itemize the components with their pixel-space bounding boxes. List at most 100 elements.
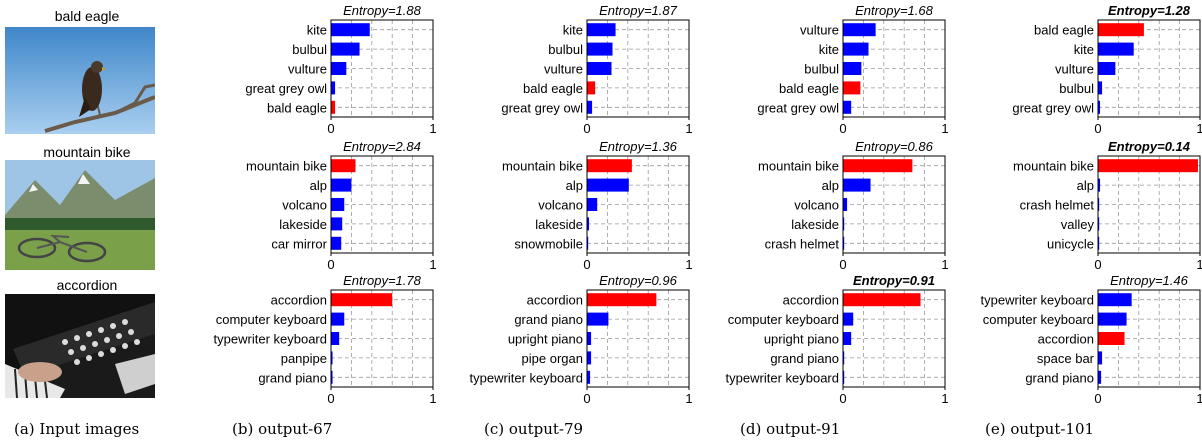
chart-2-3-xtick-label: 0	[839, 257, 846, 272]
chart-1-3-bar	[843, 42, 869, 56]
input-label-accordion: accordion	[56, 277, 118, 293]
chart-2-1-bar	[331, 198, 345, 211]
chart-2-3-xtick-label: 1	[941, 257, 948, 272]
chart-3-2-title: Entropy=0.96	[599, 273, 677, 288]
chart-2-2-category-label: volcano	[538, 198, 583, 213]
chart-1-4-category-label: great grey owl	[1012, 100, 1094, 115]
chart-1-3-xtick-label: 0	[839, 121, 846, 136]
chart-1-1-title: Entropy=1.88	[343, 3, 421, 18]
caption-output-91: (d) output-91	[740, 420, 841, 438]
chart-1-2-bar	[587, 23, 616, 37]
chart-1-3-bar	[843, 81, 861, 95]
chart-3-4-xtick-label: 0	[1094, 391, 1101, 406]
chart-3-3-bar	[843, 351, 845, 365]
chart-1-2-category-label: bulbul	[548, 42, 583, 57]
chart-2-2-frame	[586, 155, 690, 254]
chart-3-2-category-label: typewriter keyboard	[470, 370, 583, 385]
chart-3-1-bar	[331, 312, 345, 326]
chart-3-3-bar	[843, 293, 921, 307]
chart-3-2-xtick-label: 0	[583, 391, 590, 406]
chart-2-2-category-label: alp	[566, 178, 583, 193]
chart-3-3-bar	[843, 312, 854, 326]
chart-1-2-category-label: kite	[563, 23, 583, 38]
chart-2-2-bar	[587, 236, 589, 250]
chart-3-3-category-label: typewriter keyboard	[726, 370, 839, 385]
chart-2-3-bar	[843, 217, 845, 231]
chart-3-4-category-label: grand piano	[1025, 370, 1094, 385]
chart-3-3-xtick-label: 0	[839, 391, 846, 406]
chart-3-2-bar	[587, 351, 592, 365]
chart-3-2-category-label: pipe organ	[522, 351, 583, 366]
chart-2-1-bar	[331, 217, 343, 231]
caption-output-79: (c) output-79	[484, 420, 584, 438]
chart-3-4-category-label: accordion	[1038, 332, 1094, 347]
chart-3-4-category-label: typewriter keyboard	[981, 293, 1094, 308]
chart-3-1-category-label: grand piano	[258, 370, 327, 385]
chart-3-4-bar	[1098, 332, 1125, 345]
chart-1-4-frame	[1097, 19, 1201, 118]
chart-2-4-category-label: crash helmet	[1020, 198, 1095, 213]
chart-2-2-category-label: lakeside	[535, 217, 583, 232]
chart-3-3-title: Entropy=0.91	[853, 273, 935, 288]
chart-1-1-frame	[330, 19, 434, 118]
chart-1-3-xtick-label: 1	[941, 121, 948, 136]
chart-3-1-category-label: typewriter keyboard	[214, 332, 327, 347]
chart-2-3-title: Entropy=0.86	[855, 139, 933, 154]
chart-2-2-bar	[587, 217, 590, 231]
chart-1-3-category-label: kite	[819, 42, 839, 57]
chart-1-4-bar	[1098, 23, 1144, 37]
chart-1-4-bar	[1098, 100, 1101, 114]
chart-2-3-category-label: volcano	[794, 198, 839, 213]
chart-3-2-frame	[586, 289, 690, 388]
chart-1-1-bar	[331, 81, 336, 95]
chart-3-1-category-label: accordion	[271, 293, 327, 308]
chart-3-2-xtick-label: 1	[685, 391, 692, 406]
chart-1-3-bar	[843, 23, 876, 37]
chart-2-4-bar	[1098, 198, 1100, 211]
chart-1-2-category-label: vulture	[544, 62, 583, 77]
caption-input-images: (a) Input images	[14, 420, 140, 438]
chart-1-4-category-label: bulbul	[1059, 81, 1094, 96]
chart-1-1-category-label: bulbul	[292, 42, 327, 57]
chart-3-1-category-label: computer keyboard	[216, 312, 327, 327]
chart-3-2-bar	[587, 370, 591, 384]
bald-eagle-image	[5, 27, 155, 134]
mountain-bike-image	[5, 160, 155, 270]
chart-1-1-xtick-label: 0	[327, 121, 334, 136]
chart-2-4-bar	[1098, 159, 1198, 173]
chart-3-2-bar	[587, 332, 592, 345]
chart-1-3-category-label: bulbul	[804, 62, 839, 77]
chart-1-4-xtick-label: 0	[1094, 121, 1101, 136]
chart-2-4-bar	[1098, 178, 1101, 192]
chart-2-4-bar	[1098, 217, 1100, 231]
chart-1-2-xtick-label: 1	[685, 121, 692, 136]
chart-2-1-frame	[330, 155, 434, 254]
chart-1-3-frame	[842, 19, 946, 118]
chart-1-2-bar	[587, 42, 613, 56]
chart-1-1-category-label: bald eagle	[267, 100, 327, 115]
chart-1-2-frame	[586, 19, 690, 118]
chart-2-1-bar	[331, 178, 352, 192]
chart-2-1-category-label: lakeside	[279, 217, 327, 232]
chart-2-4-category-label: valley	[1061, 217, 1095, 232]
chart-2-1-category-label: alp	[310, 178, 327, 193]
chart-2-1-title: Entropy=2.84	[343, 139, 421, 154]
chart-1-2-bar	[587, 100, 593, 114]
chart-3-1-category-label: panpipe	[281, 351, 327, 366]
chart-3-1-bar	[331, 351, 333, 365]
chart-3-2-category-label: accordion	[527, 293, 583, 308]
chart-3-1-bar	[331, 370, 333, 384]
chart-2-2-bar	[587, 178, 629, 192]
chart-2-2-xtick-label: 0	[583, 257, 590, 272]
chart-2-4-category-label: alp	[1077, 178, 1094, 193]
chart-2-4-category-label: unicycle	[1047, 236, 1094, 251]
chart-3-3-frame	[842, 289, 946, 388]
chart-2-4-xtick-label: 0	[1094, 257, 1101, 272]
chart-3-4-bar	[1098, 351, 1103, 365]
chart-3-4-frame	[1097, 289, 1201, 388]
chart-2-2-category-label: snowmobile	[514, 236, 583, 251]
chart-1-4-category-label: vulture	[1055, 62, 1094, 77]
chart-3-1-xtick-label: 0	[327, 391, 334, 406]
